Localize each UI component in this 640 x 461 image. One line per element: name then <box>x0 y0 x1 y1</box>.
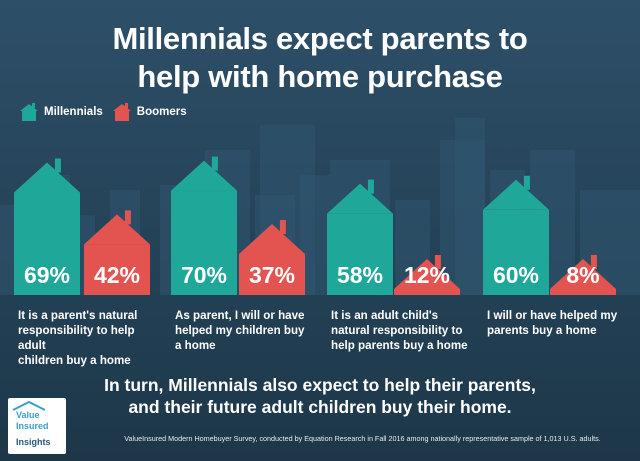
legend-item-millennials: Millennials <box>18 103 103 121</box>
data-label: 37% <box>249 262 295 288</box>
skyline-building <box>455 118 485 295</box>
caption-line: a home <box>175 339 216 352</box>
legend-label-millennials: Millennials <box>44 106 103 118</box>
house-bar: 69% <box>14 158 80 295</box>
footer-line-2: and their future adult children buy thei… <box>128 397 512 417</box>
house-roof <box>550 259 616 289</box>
logo-text-insights: Insights <box>16 437 51 447</box>
caption-line: It is an adult child's <box>331 309 439 322</box>
house-roof <box>327 183 393 214</box>
house-bar: 58% <box>327 179 393 295</box>
caption-line: responsibility to help adult <box>18 324 135 352</box>
house-roof <box>483 179 549 210</box>
house-bar: 70% <box>171 156 237 295</box>
house-body <box>327 213 393 295</box>
house-bar: 8% <box>550 255 616 295</box>
house-body <box>394 289 460 295</box>
category-caption: I will or have helped my parents buy a ho… <box>487 308 627 338</box>
legend-item-boomers: Boomers <box>111 103 187 121</box>
category-caption: It is an adult child's natural responsibi… <box>331 308 471 353</box>
house-body <box>483 209 549 295</box>
house-body <box>239 253 305 295</box>
millennials-house-icon <box>20 103 38 121</box>
caption-line: I will or have helped my <box>487 309 618 322</box>
logo-text-value: Value <box>16 410 40 420</box>
house-bar: 42% <box>84 210 150 295</box>
house-body <box>14 192 80 295</box>
house-bar: 60% <box>483 175 549 295</box>
house-chimney <box>367 179 374 194</box>
legend: Millennials Boomers <box>18 103 195 121</box>
data-label: 42% <box>94 262 140 288</box>
house-roof <box>14 162 80 193</box>
title-line-2: help with home purchase <box>137 59 503 94</box>
category-caption: It is a parent's natural responsibility t… <box>18 308 158 368</box>
caption-line: helped my children buy <box>175 324 305 337</box>
house-roof <box>239 223 305 254</box>
data-label: 8% <box>566 262 599 288</box>
house-chimney <box>124 210 131 225</box>
house-roof <box>394 259 460 289</box>
boomers-house-icon <box>112 103 131 121</box>
house-bar: 37% <box>239 219 305 295</box>
house-chimney <box>279 219 286 234</box>
house-chimney <box>434 255 441 269</box>
logo-roof-icon <box>12 401 46 411</box>
caption-line: parents buy a home <box>487 324 597 337</box>
caption-line: As parent, I will or have <box>175 309 305 322</box>
house-chimney <box>211 156 218 171</box>
data-label: 60% <box>493 262 539 288</box>
legend-label-boomers: Boomers <box>136 106 187 118</box>
house-roof <box>84 214 150 245</box>
title-line-1: Millennials expect parents to <box>112 21 528 56</box>
house-body <box>84 244 150 295</box>
footer-line-1: In turn, Millennials also expect to help… <box>104 375 536 395</box>
house-chimney <box>590 255 597 269</box>
data-label: 12% <box>404 262 450 288</box>
logo-text-insured: Insured <box>16 421 49 431</box>
caption-line: It is a parent's natural <box>18 309 138 322</box>
house-chimney <box>523 175 530 190</box>
house-bar: 12% <box>394 255 460 295</box>
valueinsured-logo: Value Insured Insights <box>8 398 66 454</box>
data-label: 70% <box>181 262 227 288</box>
data-label: 58% <box>337 262 383 288</box>
source-note: ValueInsured Modern Homebuyer Survey, co… <box>124 434 601 443</box>
house-body <box>550 289 616 295</box>
category-caption: As parent, I will or have helped my child… <box>175 308 315 353</box>
data-label: 69% <box>24 262 70 288</box>
caption-line: help parents buy a home <box>331 339 468 352</box>
house-chimney <box>54 158 61 173</box>
caption-line: natural responsibility to <box>331 324 463 337</box>
caption-line: children buy a home <box>18 354 131 367</box>
house-body <box>171 190 237 295</box>
house-roof <box>171 160 237 191</box>
